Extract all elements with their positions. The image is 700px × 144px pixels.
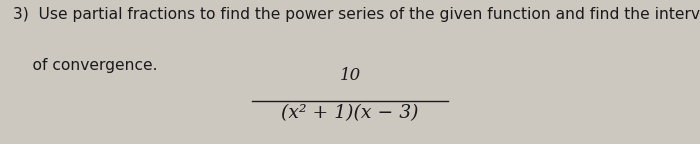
Text: 3)  Use partial fractions to find the power series of the given function and fin: 3) Use partial fractions to find the pow… xyxy=(13,7,700,22)
Text: of convergence.: of convergence. xyxy=(13,58,157,73)
Text: (x² + 1)(x − 3): (x² + 1)(x − 3) xyxy=(281,104,419,122)
Text: 10: 10 xyxy=(340,67,360,84)
